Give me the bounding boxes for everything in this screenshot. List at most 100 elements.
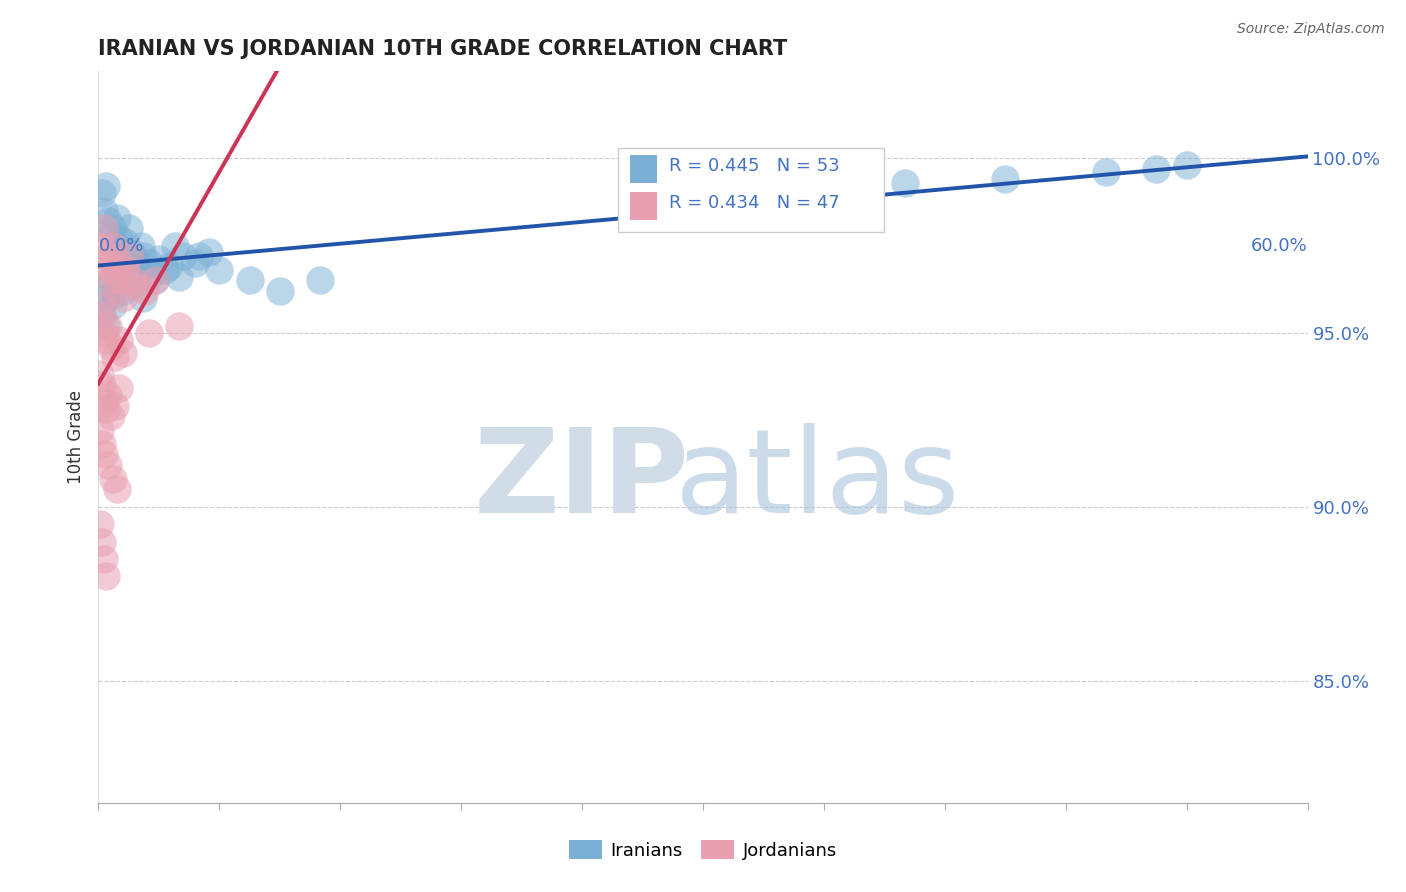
Point [96,333,118,347]
Point [101,221,124,235]
Point [96,291,118,305]
Point [97,249,120,263]
Point [100,273,122,287]
Legend: Iranians, Jordanians: Iranians, Jordanians [562,833,844,867]
Point [97,214,120,228]
Point [118,221,141,235]
Point [114,235,136,249]
Point [93,552,115,566]
Point [93,395,115,409]
Point [93,221,115,235]
Point [89,298,111,312]
FancyBboxPatch shape [630,192,657,219]
Point [118,249,141,263]
Point [89,423,111,437]
Point [118,263,141,277]
Point [111,284,134,298]
Point [97,458,120,472]
Point [138,326,160,340]
Point [91,534,114,549]
Point [269,284,291,298]
Text: 60.0%: 60.0% [1251,237,1308,255]
Y-axis label: 10th Grade: 10th Grade [67,390,86,484]
Point [239,273,262,287]
Point [111,346,134,360]
Point [132,249,155,263]
Point [114,263,136,277]
Point [89,238,111,252]
Point [128,263,150,277]
Point [129,238,152,252]
Point [128,280,150,294]
Point [148,252,170,267]
Point [143,273,166,287]
Point [97,318,120,333]
Point [188,249,211,263]
Point [110,242,132,256]
FancyBboxPatch shape [630,155,657,183]
Point [93,203,115,218]
Point [93,326,115,340]
Point [101,472,124,486]
Point [208,263,231,277]
FancyBboxPatch shape [619,148,884,232]
Point [105,211,128,225]
Text: R = 0.434   N = 47: R = 0.434 N = 47 [669,194,839,212]
Point [103,263,125,277]
Point [107,269,129,284]
Text: ZIP: ZIP [474,424,690,539]
Point [120,245,142,260]
Point [100,273,122,287]
Point [994,172,1017,186]
Point [163,238,186,252]
Point [100,228,122,243]
Point [172,249,194,263]
Point [893,176,915,190]
Point [91,308,114,322]
Point [89,368,111,382]
Point [91,256,114,270]
Text: 0.0%: 0.0% [98,237,143,255]
Point [97,388,120,402]
Point [138,256,160,270]
Point [115,249,138,263]
Point [103,287,125,301]
Point [100,409,122,424]
Text: IRANIAN VS JORDANIAN 10TH GRADE CORRELATION CHART: IRANIAN VS JORDANIAN 10TH GRADE CORRELAT… [98,38,787,59]
Text: R = 0.445   N = 53: R = 0.445 N = 53 [669,158,839,176]
Point [198,245,221,260]
Point [107,256,129,270]
Point [93,280,115,294]
Point [309,273,332,287]
Point [96,179,118,194]
Point [793,186,815,201]
Point [1095,165,1118,179]
Text: Source: ZipAtlas.com: Source: ZipAtlas.com [1237,22,1385,37]
Point [153,263,176,277]
Point [107,333,129,347]
Point [184,256,207,270]
Point [167,269,190,284]
Point [91,308,114,322]
Point [91,377,114,392]
Point [100,339,122,353]
Point [91,186,114,201]
Point [93,448,115,462]
Point [121,273,143,287]
Point [1175,158,1198,172]
Point [103,350,125,364]
Point [134,284,156,298]
Point [96,263,118,277]
Point [103,238,125,252]
Point [142,266,165,280]
Point [110,273,132,287]
Point [124,277,146,291]
Point [107,381,129,395]
Point [1146,161,1168,176]
Point [111,291,134,305]
Point [167,318,190,333]
Point [101,298,124,312]
Point [107,231,129,245]
Point [132,291,155,305]
Point [143,273,166,287]
